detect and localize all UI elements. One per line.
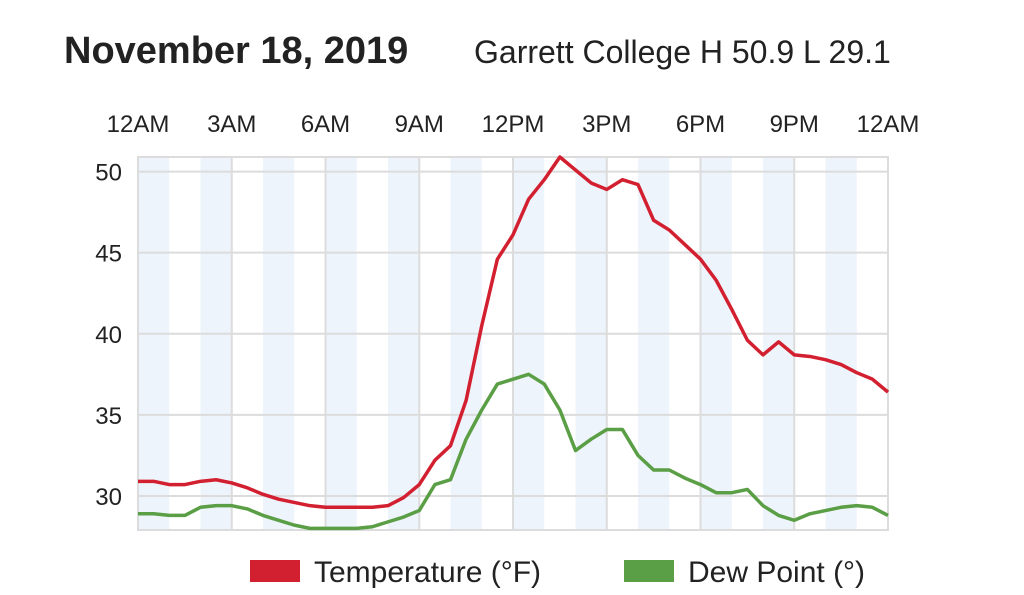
y-tick-label: 50 [95, 160, 122, 187]
y-tick-label: 30 [95, 484, 122, 511]
legend-swatch [624, 560, 674, 582]
x-tick-label: 9PM [770, 111, 819, 138]
hour-band [638, 157, 670, 530]
legend-label: Temperature (°F) [314, 556, 541, 589]
hour-band [388, 157, 420, 530]
hour-band [325, 157, 357, 530]
x-tick-label: 9AM [395, 111, 444, 138]
y-tick-label: 45 [95, 241, 122, 268]
hour-band [200, 157, 232, 530]
y-tick-label: 35 [95, 403, 122, 430]
legend-swatch [250, 560, 300, 582]
plot-border [137, 156, 889, 531]
series-line [138, 155, 890, 510]
legend-label: Dew Point (°) [688, 556, 865, 589]
chart-subtitle: Garrett College H 50.9 L 29.1 [474, 34, 891, 70]
x-tick-label: 6PM [676, 111, 725, 138]
hour-band [575, 157, 607, 530]
x-tick-label: 3PM [582, 111, 631, 138]
hour-band [263, 157, 295, 530]
hour-band [513, 157, 545, 530]
hour-band [825, 157, 857, 530]
y-tick-label: 40 [95, 322, 122, 349]
x-tick-label: 12AM [107, 111, 170, 138]
series-line [138, 372, 889, 531]
hour-band [138, 157, 170, 530]
x-tick-label: 12PM [482, 111, 545, 138]
x-tick-label: 12AM [857, 111, 920, 138]
chart-title: November 18, 2019 [64, 30, 408, 72]
x-tick-label: 3AM [207, 111, 256, 138]
hour-band [700, 157, 732, 530]
x-tick-label: 6AM [301, 111, 350, 138]
